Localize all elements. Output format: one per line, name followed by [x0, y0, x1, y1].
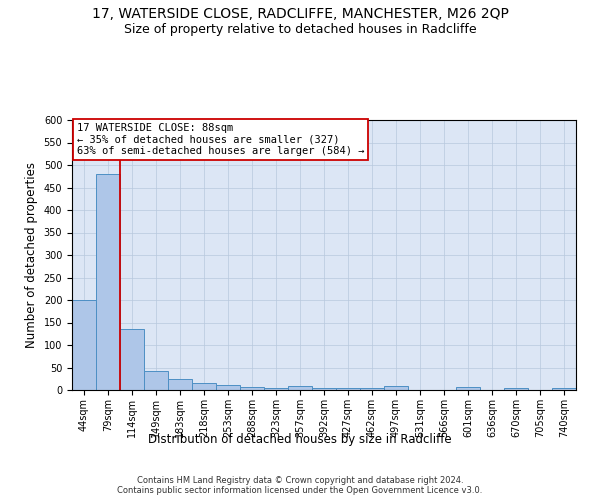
Text: 17, WATERSIDE CLOSE, RADCLIFFE, MANCHESTER, M26 2QP: 17, WATERSIDE CLOSE, RADCLIFFE, MANCHEST…	[92, 8, 508, 22]
Bar	[120, 329, 144, 390]
Bar	[360, 388, 384, 390]
Text: Size of property relative to detached houses in Radcliffe: Size of property relative to detached ho…	[124, 22, 476, 36]
Text: 17 WATERSIDE CLOSE: 88sqm
← 35% of detached houses are smaller (327)
63% of semi: 17 WATERSIDE CLOSE: 88sqm ← 35% of detac…	[77, 122, 365, 156]
Bar	[288, 386, 312, 390]
Y-axis label: Number of detached properties: Number of detached properties	[25, 162, 38, 348]
Bar	[96, 174, 120, 390]
Bar	[168, 379, 192, 390]
Bar	[192, 383, 216, 390]
Bar	[456, 388, 480, 390]
Bar	[552, 388, 576, 390]
Text: Distribution of detached houses by size in Radcliffe: Distribution of detached houses by size …	[148, 432, 452, 446]
Bar	[144, 370, 168, 390]
Bar	[504, 388, 528, 390]
Bar	[72, 300, 96, 390]
Bar	[384, 386, 408, 390]
Bar	[312, 388, 336, 390]
Bar	[216, 385, 240, 390]
Text: Contains HM Land Registry data © Crown copyright and database right 2024.
Contai: Contains HM Land Registry data © Crown c…	[118, 476, 482, 495]
Bar	[336, 388, 360, 390]
Bar	[240, 388, 264, 390]
Bar	[264, 388, 288, 390]
